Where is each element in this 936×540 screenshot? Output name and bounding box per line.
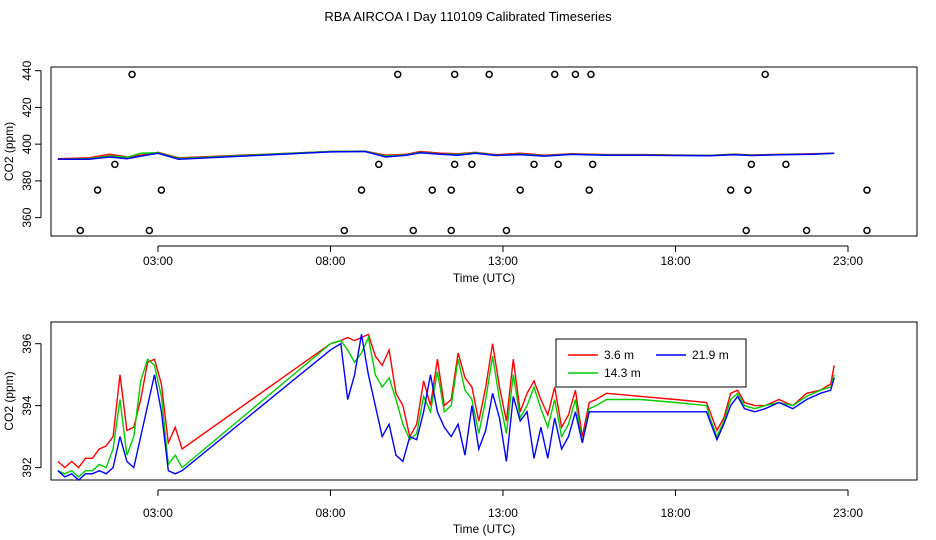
calibration-point [357,186,366,194]
bottom-plot-frame [50,321,918,481]
top-x-axis-label: Time (UTC) [453,271,515,285]
calibration-point [128,70,136,79]
legend-label: 14.3 m [604,366,641,380]
calibration-point [450,160,459,169]
calibration-point [428,186,436,194]
calibration-point [554,160,562,169]
calibration-point [585,186,593,194]
calibration-point [145,226,154,235]
calibration-point [782,160,790,169]
top-plot-frame [50,66,918,237]
top-x-tick-label: 08:00 [315,254,345,268]
legend-label: 3.6 m [604,348,634,362]
calibration-point [726,186,735,194]
top-y-tick-label: 380 [20,171,34,191]
calibration-point [587,70,595,79]
top-x-tick-label: 13:00 [488,254,518,268]
series-line-3-6-m [57,333,835,469]
bottom-x-tick-label: 18:00 [660,506,690,520]
calibration-point [447,226,455,235]
calibration-point [747,160,756,169]
top-y-tick-label: 420 [20,97,34,117]
calibration-point [393,70,402,79]
calibration-point [530,160,538,169]
bottom-x-tick-label: 13:00 [488,506,518,520]
calibration-point [588,160,597,169]
top-y-tick-label: 440 [20,60,34,80]
top-y-tick-label: 400 [20,134,34,154]
calibration-point [744,186,752,194]
bottom-y-tick-label: 396 [20,333,34,353]
bottom-y-tick-label: 392 [20,457,34,477]
top-series-line-21-9-m [57,150,835,160]
top-y-axis-label: CO2 (ppm) [2,122,16,181]
calibration-point [375,160,383,169]
legend-box [555,338,747,388]
calibration-point [742,226,750,235]
calibration-point [447,186,455,194]
bottom-x-tick-label: 08:00 [315,506,345,520]
calibration-point [340,226,349,235]
top-x-tick-label: 18:00 [660,254,690,268]
series-line-14-3-m [57,335,835,478]
calibration-point [761,70,769,79]
calibration-point [468,160,476,169]
calibration-point [516,186,524,194]
top-x-tick-label: 23:00 [833,254,863,268]
top-x-tick-label: 03:00 [143,254,173,268]
bottom-panel-timeseries-chart: 03:00 08:00 13:00 18:00 23:00 Time (UTC) 392 39… [2,321,918,536]
top-panel-calibration-chart: 03:00 08:00 13:00 18:00 23:00 Time (UTC) 360 38… [2,60,918,285]
calibration-point [550,70,559,79]
top-y-tick-label: 360 [20,207,34,227]
bottom-y-tick-label: 394 [20,395,34,415]
calibration-point [157,186,166,194]
calibration-point [409,226,418,235]
calibration-point [111,160,119,169]
chart-title: RBA AIRCOA I Day 110109 Calibrated Times… [324,9,612,24]
calibration-point [502,226,511,235]
bottom-x-tick-label: 03:00 [143,506,173,520]
calibration-point [93,186,102,194]
legend-label: 21.9 m [692,348,729,362]
bottom-y-axis-label: CO2 (ppm) [2,371,16,430]
calibration-point [863,226,871,235]
calibration-point [76,226,85,235]
bottom-x-axis-label: Time (UTC) [453,522,515,536]
calibration-point [571,70,580,79]
calibration-point [485,70,493,79]
calibration-point [863,186,871,194]
calibration-point [802,226,811,235]
calibration-point [450,70,459,79]
bottom-x-tick-label: 23:00 [833,506,863,520]
series-line-21-9-m [57,334,835,481]
